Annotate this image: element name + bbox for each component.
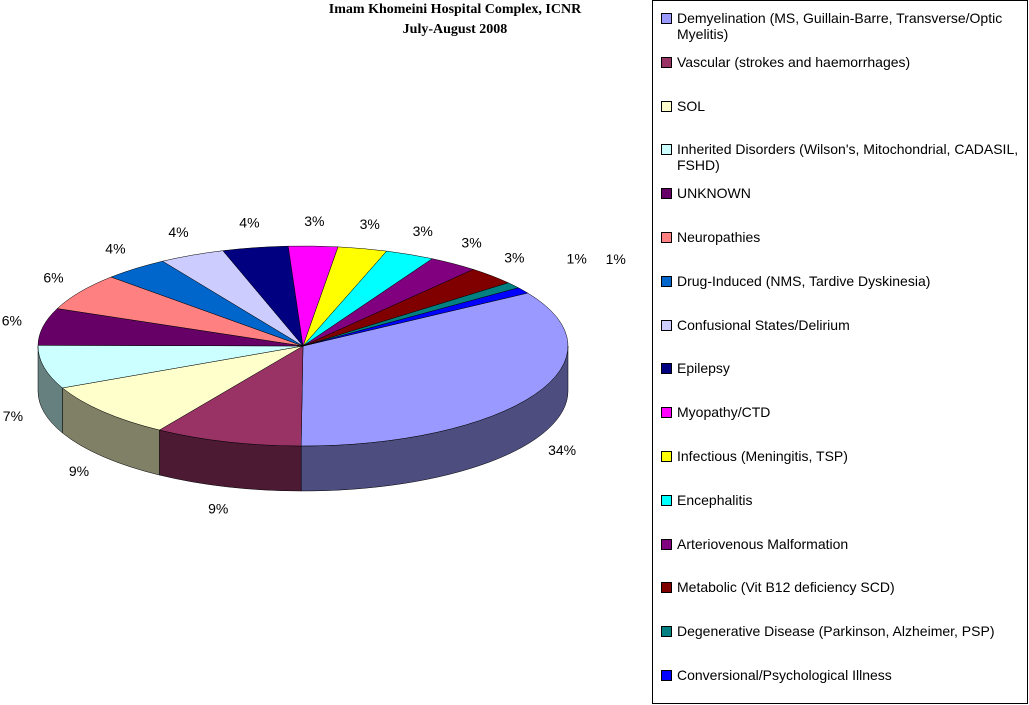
legend-swatch [661,451,672,462]
value-label: 6% [2,313,22,329]
legend-item: Epilepsy [661,360,1029,376]
legend-label: Myopathy/CTD [677,404,771,421]
legend-swatch [661,232,672,243]
legend-item: Confusional States/Delirium [661,317,1029,333]
legend-item: SOL [661,98,1029,114]
legend-swatch [661,13,672,24]
legend-item: Infectious (Meningitis, TSP) [661,448,1029,464]
legend-item: Drug-Induced (NMS, Tardive Dyskinesia) [661,273,1029,289]
legend-swatch [661,188,672,200]
legend-item: Neuropathies [661,229,1029,245]
legend-label: UNKNOWN [677,185,751,202]
legend-item: Encephalitis [661,492,1029,508]
legend-swatch [661,319,672,331]
value-label: 6% [43,270,63,286]
value-label: 4% [105,241,125,257]
pie-slice [300,292,569,447]
legend-label: Metabolic (Vit B12 deficiency SCD) [677,579,895,596]
value-label: 3% [360,216,380,232]
value-label: 34% [548,442,576,458]
value-label: 3% [304,213,324,229]
pie-slice [158,345,304,447]
value-label: 9% [69,463,89,479]
legend-label: Inherited Disorders (Wilson's, Mitochond… [677,141,1019,174]
legend-label: Encephalitis [677,491,753,508]
value-label: 1% [606,251,626,267]
legend-swatch [661,670,672,681]
legend-item: Inherited Disorders (Wilson's, Mitochond… [661,141,1029,173]
value-label: 4% [168,224,188,240]
legend-item: Metabolic (Vit B12 deficiency SCD) [661,579,1029,595]
legend-item: Vascular (strokes and haemorrhages) [661,54,1029,70]
legend-label: SOL [677,97,706,114]
legend-swatch [661,275,672,287]
value-label: 9% [208,501,228,517]
legend-label: Neuropathies [677,229,761,245]
legend-label: Infectious (Meningitis, TSP) [677,448,848,464]
legend-swatch [661,407,672,419]
legend-item: Conversional/Psychological Illness [661,667,1029,683]
chart: Imam Khomeini Hospital Complex, ICNR Jul… [2,2,626,517]
value-label: 7% [3,408,23,424]
legend-item: Myopathy/CTD [661,404,1029,420]
chart-title: Imam Khomeini Hospital Complex, ICNR [329,2,582,17]
legend-label: Demyelination (MS, Guillain-Barre, Trans… [677,10,1003,42]
legend-swatch [661,56,672,68]
legend: Demyelination (MS, Guillain-Barre, Trans… [652,0,1028,704]
legend-swatch [661,100,672,112]
value-label: 3% [413,223,433,239]
value-label: 3% [504,250,524,266]
legend-swatch [661,582,672,594]
legend-label: Epilepsy [677,360,730,377]
legend-swatch [661,144,672,156]
value-label: 4% [239,215,259,231]
legend-label: Confusional States/Delirium [677,316,850,333]
legend-swatch [661,494,672,506]
legend-swatch [661,363,672,375]
legend-label: Conversional/Psychological Illness [677,667,892,683]
legend-item: Arteriovenous Malformation [661,536,1029,552]
legend-item: Degenerative Disease (Parkinson, Alzheim… [661,623,1029,639]
pie-slice [61,345,304,431]
legend-swatch [661,538,672,550]
legend-label: Degenerative Disease (Parkinson, Alzheim… [677,623,995,640]
chart-subtitle: July-August 2008 [403,22,508,37]
legend-label: Arteriovenous Malformation [677,535,849,552]
legend-label: Vascular (strokes and haemorrhages) [677,53,911,70]
pie-slice [37,345,304,389]
legend-item: UNKNOWN [661,185,1029,201]
pie-tops [37,245,569,447]
legend-label: Drug-Induced (NMS, Tardive Dyskinesia) [677,272,931,289]
legend-item: Demyelination (MS, Guillain-Barre, Trans… [661,10,1029,42]
value-label: 3% [461,235,481,251]
pie-slice [302,287,529,347]
value-labels: 34% 9% 9% 7% 6% 6% 4% 4% 4% 3% 3% 3% 3% 3% 1% 1% [2,213,626,517]
value-label: 1% [567,250,587,266]
legend-swatch [661,626,672,638]
